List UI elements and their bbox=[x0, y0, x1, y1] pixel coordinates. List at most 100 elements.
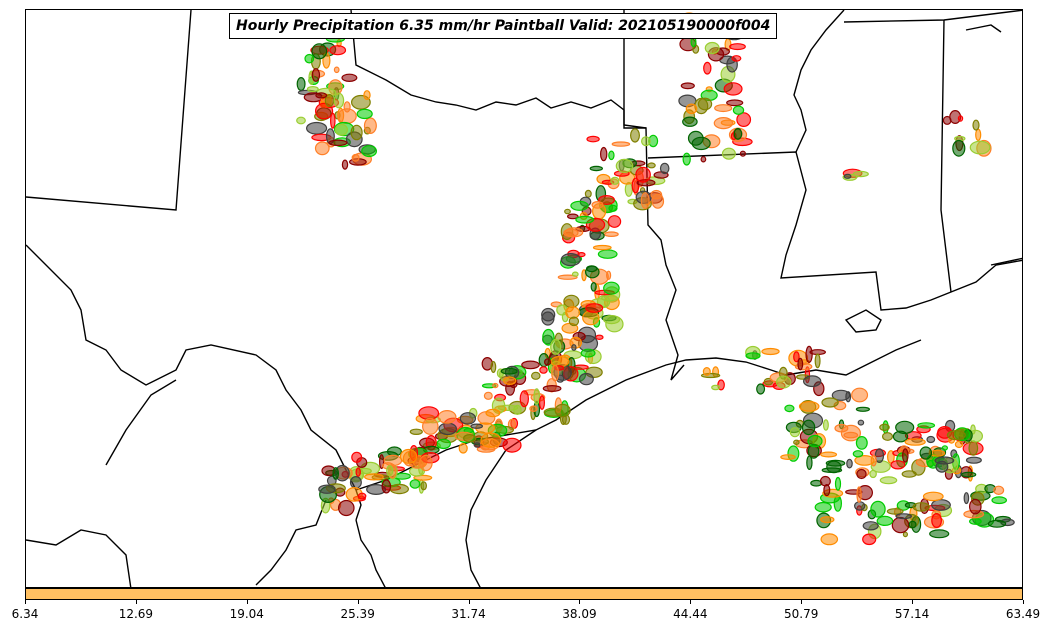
precip-blob bbox=[814, 501, 832, 513]
precip-blob bbox=[821, 397, 839, 408]
precip-blob bbox=[957, 115, 964, 122]
precip-blob bbox=[560, 253, 581, 267]
precip-blob bbox=[533, 388, 541, 405]
precip-blob bbox=[605, 270, 612, 280]
precip-blob bbox=[584, 189, 592, 198]
precip-blob bbox=[337, 499, 355, 517]
precip-blob bbox=[409, 428, 423, 435]
precip-blob bbox=[929, 529, 950, 539]
precip-blob bbox=[304, 53, 315, 64]
precip-blob bbox=[502, 437, 522, 453]
precip-blob bbox=[713, 116, 734, 130]
precip-blob bbox=[641, 136, 651, 147]
precip-blob bbox=[357, 492, 367, 500]
precip-blob bbox=[381, 479, 392, 494]
precip-blob bbox=[600, 295, 618, 302]
precip-blob bbox=[332, 467, 340, 480]
precip-blob bbox=[363, 90, 371, 101]
precip-blob bbox=[784, 404, 795, 413]
precip-blob bbox=[820, 451, 838, 458]
precip-blob bbox=[575, 215, 595, 224]
precip-blob bbox=[857, 419, 865, 426]
precip-blob bbox=[891, 516, 910, 534]
precip-blob bbox=[855, 406, 871, 412]
precip-blob bbox=[682, 152, 691, 166]
colorbar-tick-label: 31.74 bbox=[451, 607, 486, 621]
precip-blob bbox=[413, 474, 433, 481]
precip-blob bbox=[418, 406, 440, 421]
precip-blob bbox=[901, 470, 917, 478]
state-border bbox=[105, 379, 177, 466]
precip-blob bbox=[585, 303, 604, 313]
precip-blob bbox=[473, 442, 481, 448]
precip-blob bbox=[965, 456, 982, 464]
precip-blob bbox=[793, 439, 800, 445]
precip-blob bbox=[480, 432, 502, 448]
precip-blob bbox=[521, 360, 540, 370]
precip-blob bbox=[876, 515, 894, 526]
precip-blob bbox=[600, 146, 608, 162]
precip-blob bbox=[846, 458, 853, 469]
precip-blob bbox=[351, 451, 363, 463]
precip-blob bbox=[399, 448, 418, 464]
precip-blob bbox=[704, 41, 720, 55]
state-border bbox=[647, 151, 1022, 311]
precip-blob bbox=[879, 476, 898, 485]
precip-blob bbox=[904, 438, 926, 446]
precip-blob bbox=[584, 265, 600, 279]
precip-blob bbox=[315, 92, 328, 99]
precip-blob bbox=[490, 361, 497, 374]
precip-blob bbox=[341, 159, 349, 170]
precip-blob bbox=[902, 531, 909, 538]
precip-blob bbox=[820, 516, 835, 524]
precip-blob bbox=[776, 375, 792, 389]
state-border bbox=[26, 10, 192, 211]
precip-blob bbox=[697, 97, 713, 111]
state-border bbox=[255, 499, 327, 586]
precip-blob bbox=[551, 364, 560, 382]
precip-blob bbox=[731, 55, 742, 62]
precip-blob bbox=[538, 395, 545, 410]
precip-blob bbox=[729, 43, 746, 51]
precip-blob bbox=[542, 385, 562, 393]
precip-blob bbox=[834, 423, 849, 433]
colorbar-tick-label: 44.44 bbox=[673, 607, 708, 621]
precip-blob bbox=[492, 382, 499, 389]
precip-blob bbox=[739, 150, 747, 157]
precip-blob bbox=[993, 485, 1005, 495]
state-border bbox=[940, 19, 952, 293]
precip-blob bbox=[946, 430, 966, 441]
precip-blob bbox=[334, 123, 348, 136]
precip-blob bbox=[862, 533, 877, 546]
coastline bbox=[844, 309, 882, 333]
colorbar-tick-label: 50.79 bbox=[784, 607, 819, 621]
precip-blob bbox=[680, 82, 695, 90]
precip-blob bbox=[852, 170, 869, 178]
precip-blob bbox=[855, 436, 868, 450]
precip-blob bbox=[603, 315, 621, 325]
precip-blob bbox=[564, 208, 571, 215]
colorbar-tick bbox=[690, 600, 692, 604]
precip-blob bbox=[922, 491, 944, 502]
precip-blob bbox=[647, 162, 656, 169]
precip-blob bbox=[854, 501, 866, 511]
precip-blob bbox=[803, 375, 822, 388]
colorbar-tick bbox=[246, 600, 248, 604]
precip-blob bbox=[519, 390, 529, 408]
precip-blob bbox=[529, 405, 538, 413]
precip-blob bbox=[629, 128, 640, 143]
precip-blob bbox=[908, 520, 917, 529]
precip-blob bbox=[895, 420, 915, 435]
precip-blob bbox=[640, 192, 650, 210]
country-border bbox=[355, 519, 386, 587]
precip-blob bbox=[337, 108, 357, 124]
colorbar-tick-label: 25.39 bbox=[340, 607, 375, 621]
precip-blob bbox=[351, 153, 360, 162]
precip-blob bbox=[968, 498, 982, 515]
precip-blob bbox=[458, 442, 468, 454]
precip-blob bbox=[650, 189, 663, 200]
precip-blob bbox=[383, 454, 403, 467]
colorbar-tick bbox=[1023, 600, 1024, 604]
precip-blob bbox=[797, 357, 804, 371]
precip-blob bbox=[615, 158, 634, 173]
